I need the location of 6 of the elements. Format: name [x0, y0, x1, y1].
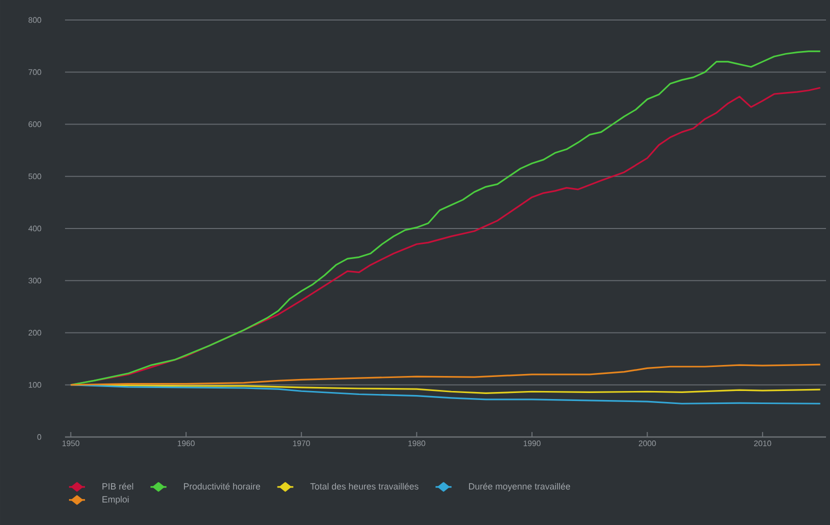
legend-label: Durée moyenne travaillée — [469, 482, 570, 492]
legend-label: Total des heures travaillées — [310, 482, 418, 490]
legend-label: Productivité horaire — [184, 482, 260, 490]
line-series — [70, 364, 822, 386]
legend-label: Emploi — [102, 496, 129, 504]
legend-label: PIB réel — [102, 482, 134, 490]
